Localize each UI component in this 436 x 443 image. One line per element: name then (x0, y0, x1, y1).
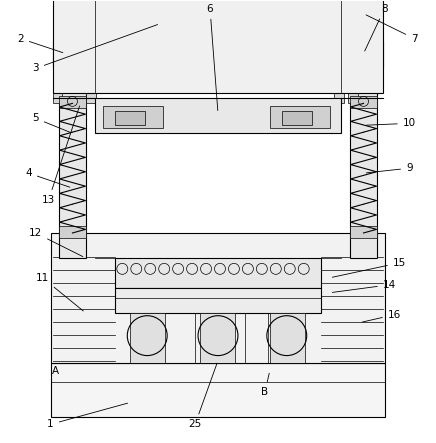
Bar (52, 41, 92, 69)
Bar (95, 98, 341, 133)
Bar (103, 106, 163, 128)
Bar (116, 288, 320, 313)
Text: 14: 14 (332, 280, 396, 292)
Text: 7: 7 (366, 15, 418, 43)
Bar (334, 58, 344, 103)
Bar (58, 226, 86, 238)
Bar (58, 54, 86, 258)
Text: 10: 10 (366, 118, 416, 128)
Text: 9: 9 (366, 163, 413, 173)
Text: 13: 13 (42, 106, 80, 205)
Text: 5: 5 (32, 113, 70, 132)
Bar (116, 258, 320, 288)
Bar (347, 58, 358, 103)
Bar (344, 41, 384, 69)
Text: 3: 3 (32, 24, 157, 74)
Bar (270, 313, 305, 362)
Text: 4: 4 (25, 168, 70, 187)
Text: A: A (52, 365, 59, 376)
Bar (51, 362, 385, 417)
Text: 8: 8 (364, 4, 388, 51)
Bar (86, 58, 96, 103)
Text: 6: 6 (207, 4, 218, 111)
Bar (52, 0, 384, 93)
Text: 15: 15 (332, 258, 406, 277)
Bar (200, 313, 235, 362)
Text: 1: 1 (47, 403, 128, 429)
Bar (350, 54, 378, 258)
Bar (282, 111, 312, 125)
Bar (51, 233, 385, 362)
Bar (350, 97, 378, 109)
Bar (52, 58, 62, 103)
Text: 11: 11 (36, 273, 83, 311)
Text: 25: 25 (188, 363, 217, 429)
Text: 2: 2 (17, 34, 63, 53)
Bar (116, 111, 145, 125)
Text: B: B (261, 373, 269, 397)
Bar (270, 106, 330, 128)
Bar (130, 313, 165, 362)
Bar (58, 97, 86, 109)
Text: 12: 12 (29, 228, 83, 256)
Text: 16: 16 (362, 310, 401, 322)
Bar (350, 226, 378, 238)
